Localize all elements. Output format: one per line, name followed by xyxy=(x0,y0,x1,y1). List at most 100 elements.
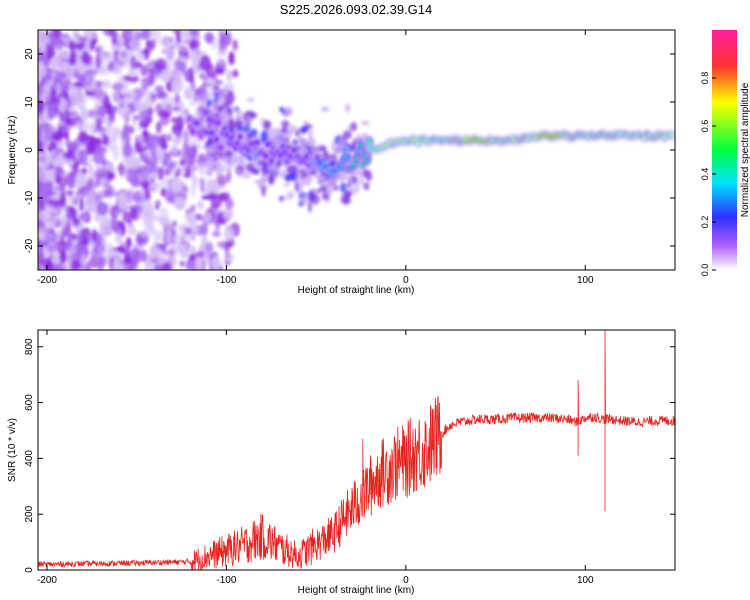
heatmap-cell xyxy=(96,105,107,117)
heatmap-cell xyxy=(175,31,182,44)
heatmap-cell xyxy=(122,30,133,41)
heatmap-cell xyxy=(76,56,82,72)
heatmap-cell xyxy=(175,167,182,177)
heatmap-cell xyxy=(223,207,234,220)
heatmap-cell xyxy=(201,195,211,200)
heatmap-cell xyxy=(338,136,345,147)
heatmap-cell xyxy=(70,260,80,270)
y-tick-label: 20 xyxy=(24,48,35,60)
heatmap-cell xyxy=(118,161,126,177)
heatmap-cell xyxy=(224,227,235,242)
x-tick-label: 0 xyxy=(403,575,409,586)
heatmap-cell xyxy=(131,76,140,82)
heatmap-cell xyxy=(236,109,244,121)
heatmap-cell xyxy=(38,90,41,99)
heatmap-cell xyxy=(78,131,89,143)
heatmap-cell xyxy=(365,170,373,182)
heatmap-cell xyxy=(210,160,216,167)
heatmap-cell xyxy=(86,69,98,75)
heatmap-cell xyxy=(160,215,171,228)
heatmap-cell xyxy=(157,37,165,46)
heatmap-cell xyxy=(274,127,282,135)
colorbar-label: Normalized spectral amplitude xyxy=(740,82,750,217)
y-tick-label: -10 xyxy=(24,190,35,205)
heatmap-cell xyxy=(260,166,270,176)
heatmap-cell xyxy=(274,161,282,168)
heatmap-cell xyxy=(196,200,205,210)
heatmap-cell xyxy=(345,156,350,160)
heatmap-cell xyxy=(95,80,103,87)
heatmap-cell xyxy=(157,166,164,181)
heatmap-cell xyxy=(315,188,321,194)
heatmap-cell xyxy=(38,60,45,71)
heatmap-cell xyxy=(358,144,363,148)
colorbar-tick-label: 0.6 xyxy=(700,120,710,133)
heatmap-cell xyxy=(51,87,56,104)
heatmap-cell xyxy=(231,154,240,161)
heatmap-cell xyxy=(220,119,231,126)
heatmap-cell xyxy=(195,257,204,270)
figure-title: S225.2026.093.02.39.G14 xyxy=(280,2,433,17)
heatmap-cell xyxy=(149,143,157,156)
heatmap-cell xyxy=(39,210,50,215)
y-tick-label: 400 xyxy=(24,450,35,467)
heatmap-cell xyxy=(281,120,290,129)
heatmap-cell xyxy=(170,227,177,236)
heatmap-cell xyxy=(111,82,124,91)
heatmap-cell xyxy=(74,150,80,162)
heatmap-cell xyxy=(188,101,197,107)
snr-xlabel: Height of straight line (km) xyxy=(298,585,415,596)
heatmap-cell xyxy=(223,35,231,46)
y-tick-label: -20 xyxy=(24,238,35,253)
heatmap-cell xyxy=(129,55,137,70)
heatmap-cell xyxy=(185,147,195,158)
heatmap-cell xyxy=(184,249,191,254)
heatmap-cell xyxy=(88,75,94,82)
heatmap-cell xyxy=(207,137,213,145)
heatmap-cell xyxy=(201,235,208,242)
heatmap-cell xyxy=(153,264,164,270)
heatmap-cell xyxy=(212,231,221,238)
heatmap-cell xyxy=(278,106,285,113)
heatmap-cell xyxy=(294,180,299,193)
heatmap-cell xyxy=(330,162,335,166)
heatmap-cell xyxy=(171,220,178,228)
heatmap-cell xyxy=(87,163,94,179)
heatmap-cell xyxy=(131,258,138,270)
heatmap-cell xyxy=(250,128,258,138)
heatmap-cell xyxy=(38,200,47,212)
heatmap-cell xyxy=(159,142,168,151)
heatmap-cell xyxy=(115,127,123,136)
heatmap-cell xyxy=(199,72,206,80)
heatmap-cell xyxy=(354,157,359,161)
snr-ylabel: SNR (10 * v/v) xyxy=(7,418,18,482)
heatmap-cell xyxy=(83,210,90,219)
heatmap-cell xyxy=(69,50,77,66)
y-tick-label: 800 xyxy=(24,338,35,355)
heatmap-cell xyxy=(52,235,58,246)
heatmap-cell xyxy=(38,100,45,114)
heatmap-cell xyxy=(160,69,172,83)
heatmap-cell xyxy=(184,108,189,116)
heatmap-cell xyxy=(199,54,211,71)
colorbar-ticks: 0.0 0.2 0.4 0.6 0.8 xyxy=(700,72,716,276)
heatmap-cell xyxy=(268,174,275,185)
heatmap-cell xyxy=(165,45,175,61)
heatmap-cell xyxy=(279,195,284,202)
heatmap-cell xyxy=(309,190,316,201)
heatmap-cell xyxy=(225,198,234,210)
heatmap-cell xyxy=(216,121,221,125)
heatmap-cell xyxy=(364,159,370,163)
heatmap-cell xyxy=(144,201,155,216)
heatmap-cell xyxy=(157,229,164,241)
heatmap-cell xyxy=(47,191,57,196)
heatmap-cell xyxy=(307,200,312,213)
heatmap-cell xyxy=(200,240,206,252)
heatmap-cell xyxy=(66,173,75,188)
heatmap-cell xyxy=(82,81,92,86)
heatmap-cell xyxy=(132,115,139,121)
heatmap-cell xyxy=(51,265,64,270)
heatmap-cell xyxy=(157,110,170,119)
heatmap-cell xyxy=(111,43,118,53)
